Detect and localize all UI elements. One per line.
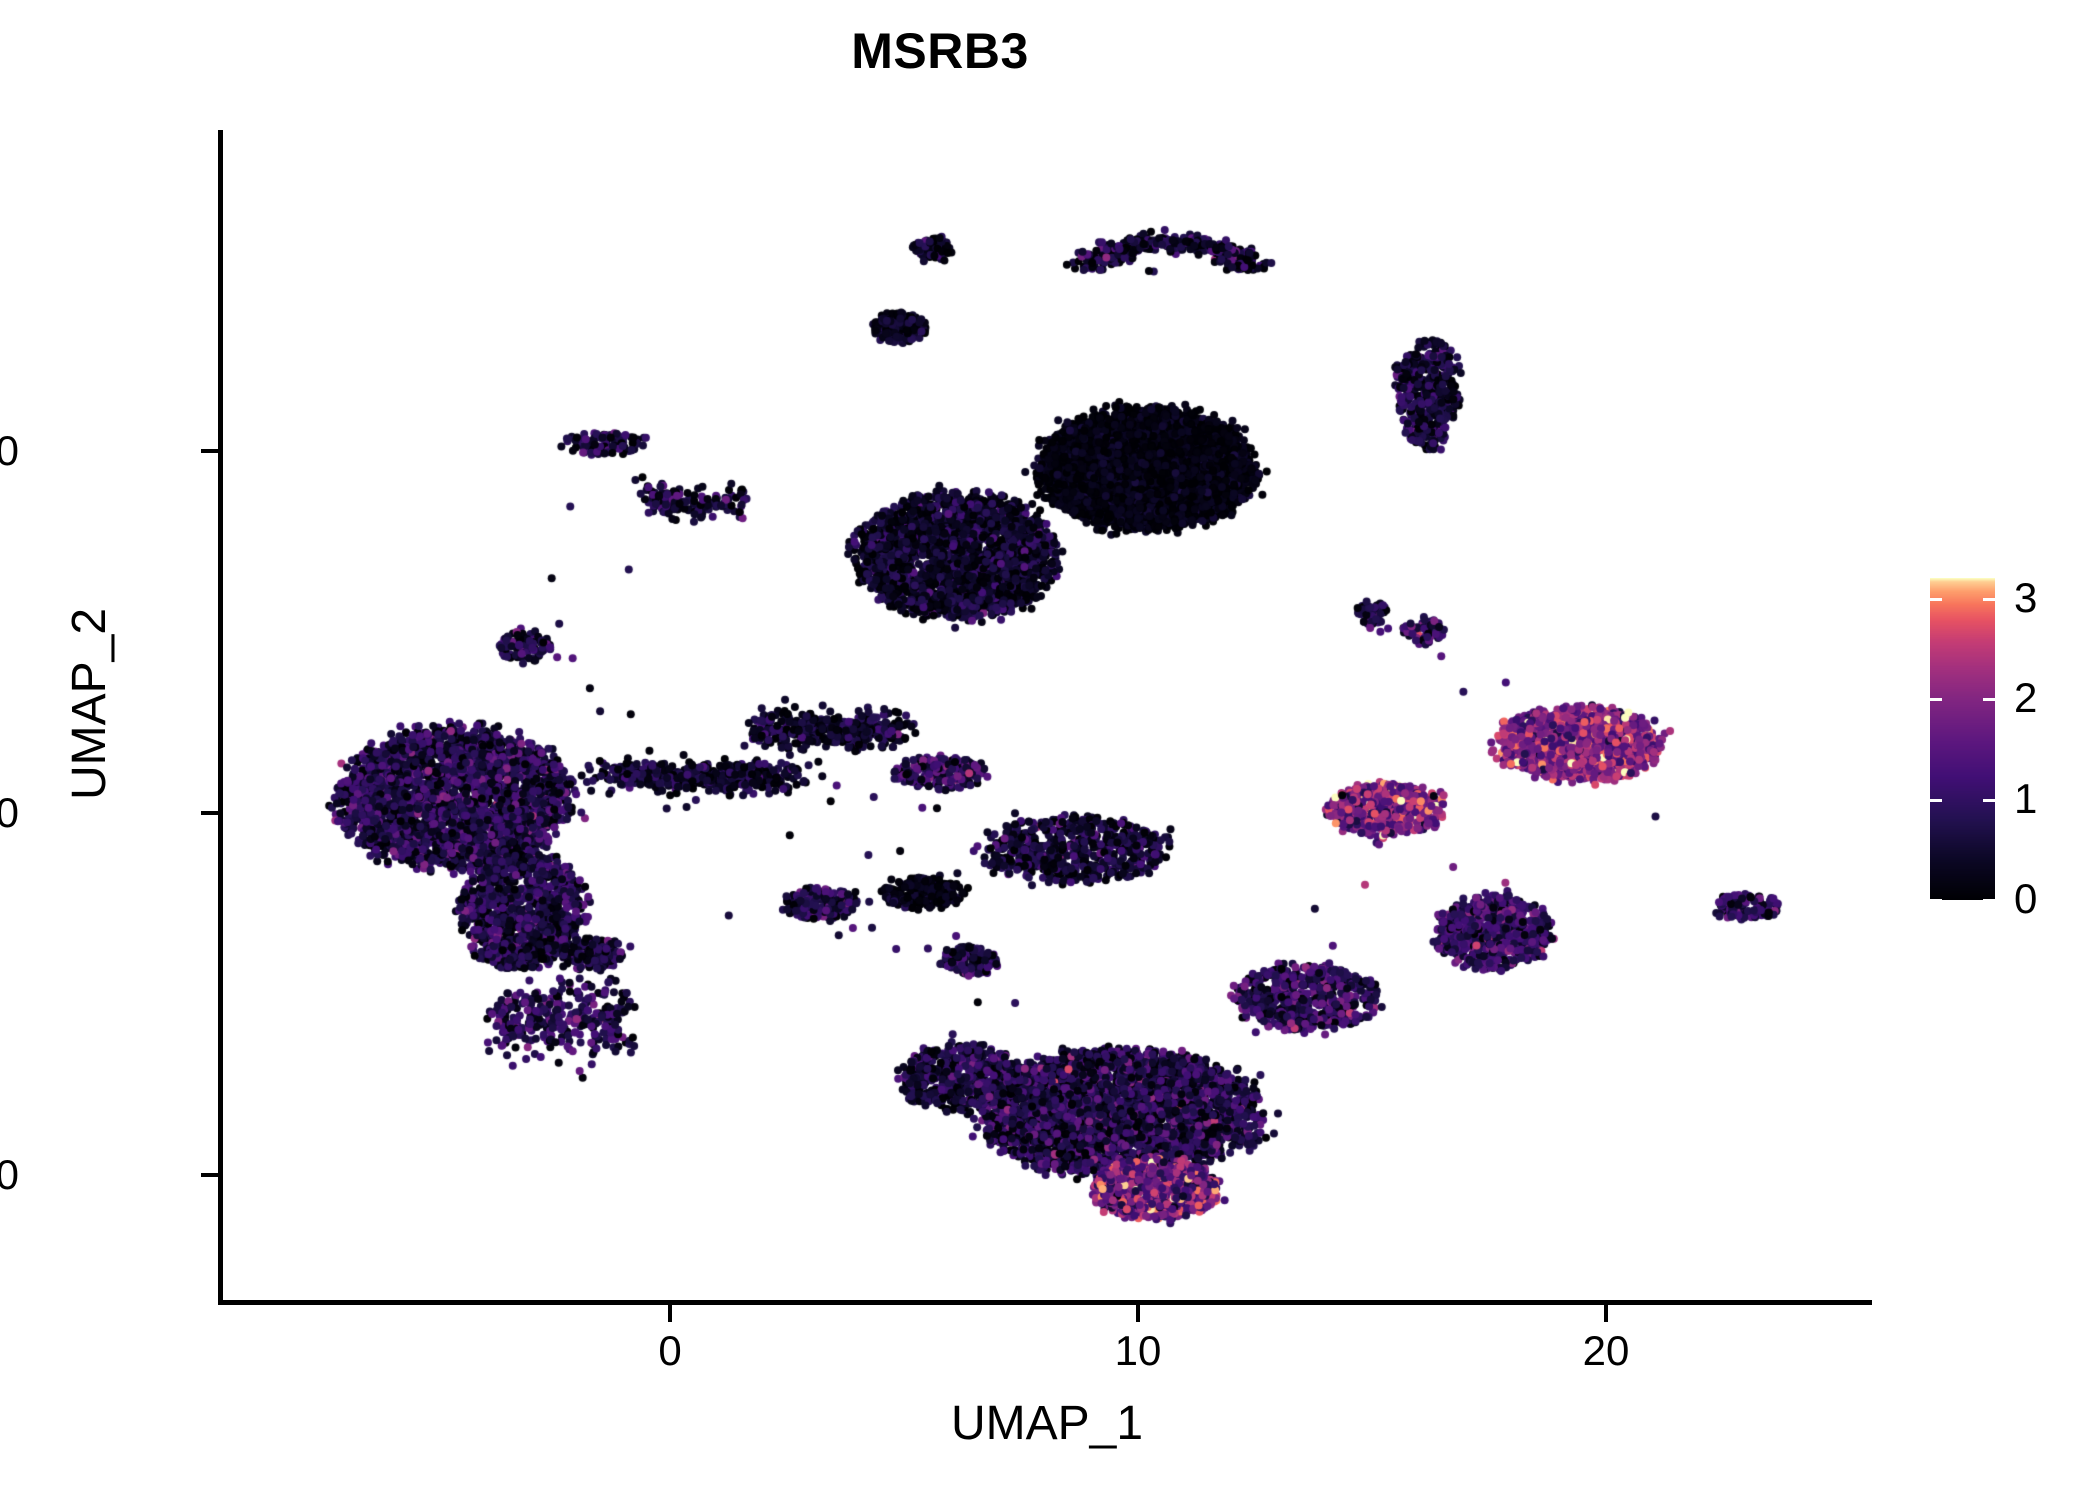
colorbar-tick-label: 2 [2014,674,2038,721]
x-tick-label: 20 [1582,1327,1630,1374]
x-tick-label: 10 [1114,1327,1162,1374]
x-tick-label: 0 [658,1327,682,1374]
y-tick-mark [201,449,218,453]
colorbar-tick-mark [1983,698,1995,701]
x-axis-line [218,1300,1872,1305]
colorbar-tick-mark [1930,698,1942,701]
y-axis-title: UMAP_2 [63,607,116,801]
y-tick-mark [201,1173,218,1177]
colorbar-tick-label: 0 [2014,875,2038,922]
colorbar-gradient [1930,578,1995,900]
colorbar-tick-mark [1930,899,1942,902]
colorbar-tick-label: 1 [2014,775,2038,822]
x-axis-title: UMAP_1 [950,1397,1144,1450]
colorbar-tick-mark [1983,598,1995,601]
colorbar-tick-mark [1930,598,1942,601]
colorbar-tick-mark [1930,799,1942,802]
colorbar-tick-label: 3 [2014,574,2038,621]
y-tick-mark [201,811,218,815]
colorbar-tick-mark [1983,899,1995,902]
colorbar-tick-mark [1983,799,1995,802]
page-title: MSRB3 [851,23,1029,79]
plot-panel [222,130,1872,1300]
y-tick-label: -10 [0,1151,19,1198]
y-tick-label: 0 [0,789,19,836]
x-tick-mark [668,1305,672,1322]
scatter-plot-canvas [222,130,1872,1300]
y-tick-label: 10 [0,427,19,474]
color-legend: 0 1 2 3 [1930,574,2090,920]
y-axis-line [218,130,223,1305]
x-tick-mark [1604,1305,1608,1322]
x-tick-mark [1136,1305,1140,1322]
